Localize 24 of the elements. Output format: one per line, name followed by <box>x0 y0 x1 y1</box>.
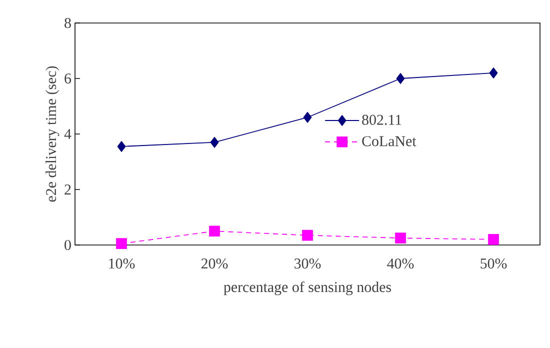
x-tick-label: 10% <box>109 258 135 269</box>
point <box>489 68 498 78</box>
legend-label: 802.11 <box>362 114 402 125</box>
y-tick-label: 6 <box>64 73 72 84</box>
y-tick-label: 0 <box>64 240 71 250</box>
point <box>210 136 219 148</box>
legend-label: CoLaNet <box>362 136 416 146</box>
x-axis-title: percentage of sensing nodes <box>224 281 391 296</box>
x-tick-label: 30% <box>294 258 321 269</box>
y-tick-label: 2 <box>64 184 71 194</box>
point <box>116 238 127 250</box>
y-tick-label: 8 <box>64 18 71 28</box>
point <box>395 232 406 244</box>
point <box>209 226 220 237</box>
x-tick-label: 50% <box>480 258 507 269</box>
point <box>303 112 312 123</box>
point <box>302 230 313 241</box>
y-tick-label: 4 <box>64 129 72 139</box>
x-tick-label: 20% <box>201 258 228 269</box>
point <box>488 234 499 245</box>
y-axis-title: e2e delivery time (sec) <box>46 66 60 202</box>
x-tick-label: 40% <box>387 258 414 269</box>
point <box>396 73 405 84</box>
point <box>117 141 126 152</box>
